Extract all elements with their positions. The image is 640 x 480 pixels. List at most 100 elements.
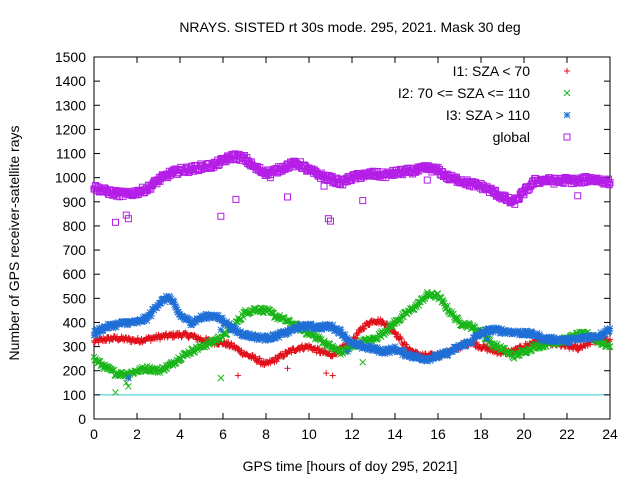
chart-title: NRAYS. SISTED rt 30s mode. 295, 2021. Ma… bbox=[179, 19, 520, 35]
data-point-I1 bbox=[275, 355, 282, 362]
legend-marker-I3 bbox=[563, 111, 571, 119]
y-tick-label: 600 bbox=[63, 266, 87, 282]
y-tick-label: 700 bbox=[63, 242, 87, 258]
x-tick-label: 12 bbox=[344, 426, 360, 442]
x-tick-label: 2 bbox=[133, 426, 141, 442]
data-point-I2 bbox=[163, 365, 171, 372]
x-tick-label: 4 bbox=[176, 426, 184, 442]
data-point-I1 bbox=[587, 341, 594, 348]
data-point-I2 bbox=[439, 296, 446, 304]
outlier-point-global bbox=[284, 193, 291, 201]
y-axis: 0 100 200 300 400 500 600 700 800 900 1000 1100 1200… bbox=[55, 49, 610, 427]
x-axis-label: GPS time [hours of doy 295, 2021] bbox=[243, 458, 458, 474]
y-tick-label: 800 bbox=[63, 218, 87, 234]
y-tick-label: 1500 bbox=[55, 49, 86, 65]
data-point-I1 bbox=[392, 329, 398, 336]
x-tick-label: 10 bbox=[301, 426, 317, 442]
data-point-I1 bbox=[284, 350, 291, 357]
outlier-point-I3 bbox=[484, 336, 491, 343]
x-axis: 0 2 4 6 8 10 12 14 16 18 20 22 24 bbox=[90, 57, 618, 442]
legend-label-global: global bbox=[493, 129, 530, 145]
data-point-I1 bbox=[256, 355, 263, 362]
y-tick-label: 900 bbox=[63, 194, 87, 210]
x-tick-label: 18 bbox=[473, 426, 489, 442]
data-point-I2 bbox=[107, 367, 115, 374]
data-point-I2 bbox=[455, 316, 463, 324]
legend-label-I1: I1: SZA < 70 bbox=[453, 63, 531, 79]
legend-marker-I1 bbox=[564, 68, 570, 74]
x-tick-label: 0 bbox=[90, 426, 98, 442]
outlier-point-I1 bbox=[574, 347, 581, 354]
data-point-I1 bbox=[366, 321, 373, 328]
data-point-I1 bbox=[329, 353, 336, 360]
data-point-I1 bbox=[288, 349, 295, 356]
y-tick-label: 300 bbox=[63, 339, 87, 355]
y-tick-label: 1300 bbox=[55, 97, 86, 113]
outlier-point-I1 bbox=[323, 370, 330, 377]
outlier-point-I2 bbox=[359, 358, 367, 366]
data-point-I1 bbox=[283, 351, 290, 358]
outlier-point-global bbox=[324, 215, 332, 223]
y-tick-label: 1100 bbox=[56, 146, 86, 162]
data-point-I1 bbox=[280, 353, 287, 360]
data-point-I1 bbox=[95, 339, 102, 346]
data-point-I2 bbox=[434, 290, 442, 298]
outlier-point-I1 bbox=[329, 372, 336, 379]
outlier-point-global bbox=[232, 195, 240, 203]
y-tick-label: 200 bbox=[63, 363, 87, 379]
x-tick-label: 24 bbox=[602, 426, 618, 442]
data-point-I1 bbox=[134, 335, 141, 342]
series-layer bbox=[90, 150, 614, 396]
x-tick-label: 14 bbox=[387, 426, 403, 442]
legend-label-I3: I3: SZA > 110 bbox=[446, 107, 530, 123]
outlier-point-global bbox=[359, 197, 367, 205]
outlier-point-I1 bbox=[235, 372, 242, 379]
data-point-I1 bbox=[183, 330, 190, 337]
y-axis-label: Number of GPS receiver-satellite rays bbox=[6, 126, 22, 361]
y-tick-label: 400 bbox=[63, 314, 87, 330]
outlier-point-I3 bbox=[344, 348, 352, 355]
y-tick-label: 1400 bbox=[55, 73, 86, 89]
legend-label-I2: I2: 70 <= SZA <= 110 bbox=[398, 85, 530, 101]
y-tick-label: 0 bbox=[78, 411, 86, 427]
data-point-I2 bbox=[421, 295, 429, 302]
data-point-I2 bbox=[454, 315, 462, 322]
outlier-point-I3 bbox=[125, 374, 132, 382]
outlier-point-global bbox=[217, 212, 225, 220]
data-point-I1 bbox=[361, 325, 368, 332]
outlier-point-global bbox=[124, 215, 132, 223]
data-point-I2 bbox=[109, 367, 116, 374]
outlier-point-I2 bbox=[217, 374, 225, 382]
data-point-I3 bbox=[606, 325, 614, 332]
x-tick-label: 16 bbox=[430, 426, 446, 442]
x-tick-label: 6 bbox=[219, 426, 227, 442]
legend: I1: SZA < 70 I2: 70 <= SZA <= 110 I3: SZA … bbox=[398, 63, 571, 145]
data-point-I1 bbox=[252, 353, 259, 360]
x-tick-label: 20 bbox=[516, 426, 532, 442]
data-point-I1 bbox=[109, 336, 116, 343]
x-tick-label: 8 bbox=[262, 426, 270, 442]
data-point-I1 bbox=[235, 345, 242, 352]
y-tick-label: 1000 bbox=[55, 170, 86, 186]
outlier-point-global bbox=[327, 217, 334, 225]
data-point-I1 bbox=[398, 335, 405, 342]
outlier-point-I3 bbox=[217, 326, 225, 334]
outlier-point-I2 bbox=[112, 389, 119, 396]
outlier-point-global bbox=[112, 218, 119, 226]
y-tick-label: 100 bbox=[63, 387, 87, 403]
outlier-point-global bbox=[122, 211, 130, 219]
legend-marker-I2 bbox=[563, 89, 571, 97]
y-tick-label: 1200 bbox=[55, 121, 86, 137]
legend-marker-global bbox=[563, 133, 571, 141]
data-point-I2 bbox=[606, 343, 614, 350]
outlier-point-global bbox=[574, 192, 582, 200]
series-global bbox=[90, 150, 614, 226]
data-point-I1 bbox=[238, 347, 245, 354]
data-point-I1 bbox=[403, 341, 410, 348]
y-tick-label: 500 bbox=[63, 290, 87, 306]
outlier-point-I2 bbox=[125, 383, 132, 390]
outlier-point-I3 bbox=[266, 336, 274, 343]
outlier-point-I1 bbox=[284, 365, 291, 372]
series-I3 bbox=[90, 292, 614, 382]
